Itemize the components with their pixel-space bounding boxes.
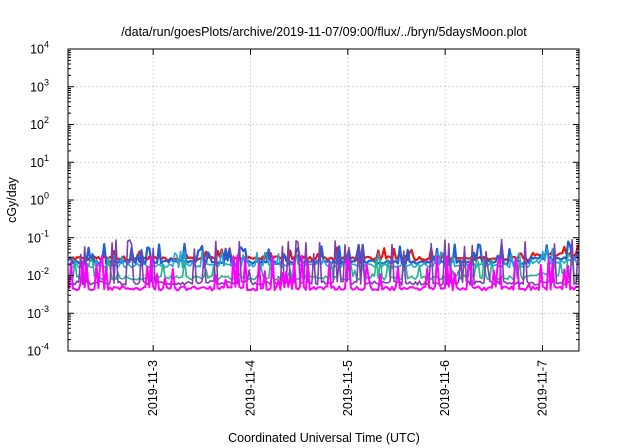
y-tick-label: 104 — [30, 40, 49, 57]
y-axis: 10-4 10-3 10-2 10-1 100 101 102 103 104 — [27, 40, 579, 359]
x-tick-label: 2019-11-6 — [438, 360, 452, 416]
y-tick-label: 101 — [30, 153, 49, 170]
y-tick-label: 10-3 — [27, 304, 49, 321]
y-tick-label: 103 — [30, 77, 49, 94]
series-line-6 — [68, 254, 579, 292]
x-tick-label: 2019-11-5 — [341, 360, 355, 416]
y-tick-label: 10-1 — [27, 228, 49, 245]
y-tick-label: 10-4 — [27, 342, 49, 359]
x-axis-label: Coordinated Universal Time (UTC) — [228, 431, 420, 445]
y-tick-label: 100 — [30, 191, 49, 208]
x-tick-label: 2019-11-7 — [536, 360, 550, 416]
grid — [68, 49, 579, 351]
y-tick-label: 10-2 — [27, 266, 49, 283]
x-axis: 2019-11-3 2019-11-4 2019-11-5 2019-11-6 2019… — [146, 49, 550, 416]
series-group — [68, 238, 580, 292]
chart-title: /data/run/goesPlots/archive/2019-11-07/0… — [121, 25, 527, 39]
x-tick-label: 2019-11-3 — [146, 360, 160, 416]
y-tick-label: 102 — [30, 115, 49, 132]
x-tick-label: 2019-11-4 — [244, 360, 258, 416]
y-axis-label: cGy/day — [5, 176, 19, 223]
